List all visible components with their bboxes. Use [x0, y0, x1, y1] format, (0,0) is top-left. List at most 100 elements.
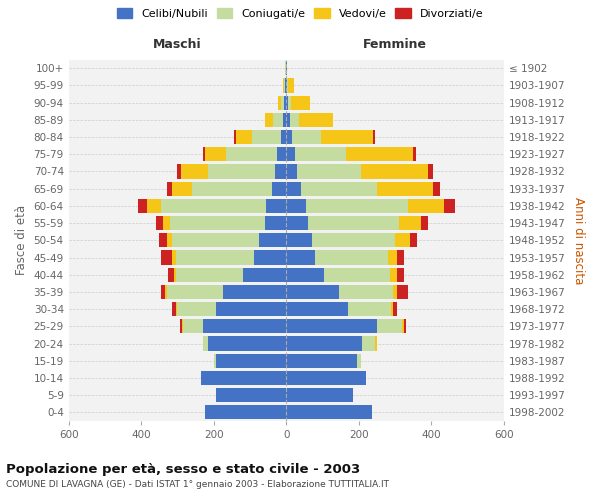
Bar [272, 113, 283, 127]
Bar [174, 268, 176, 282]
Bar [287, 78, 289, 92]
Bar [170, 216, 265, 230]
Bar [292, 96, 310, 110]
Bar [167, 285, 223, 299]
Bar [167, 234, 172, 247]
Bar [284, 96, 286, 110]
Bar [214, 354, 215, 368]
Bar [301, 182, 377, 196]
Bar [397, 285, 408, 299]
Bar [183, 320, 203, 334]
Bar [388, 250, 397, 264]
Bar [203, 320, 286, 334]
Bar [286, 250, 316, 264]
Bar [389, 268, 397, 282]
Bar [321, 130, 373, 144]
Bar [156, 216, 163, 230]
Bar [281, 130, 286, 144]
Bar [325, 268, 389, 282]
Bar [361, 164, 428, 178]
Bar [297, 164, 361, 178]
Bar [403, 320, 404, 334]
Bar [399, 216, 421, 230]
Bar [286, 113, 290, 127]
Bar [394, 285, 397, 299]
Text: COMUNE DI LAVAGNA (GE) - Dati ISTAT 1° gennaio 2003 - Elaborazione TUTTITALIA.IT: COMUNE DI LAVAGNA (GE) - Dati ISTAT 1° g… [6, 480, 389, 489]
Y-axis label: Fasce di età: Fasce di età [15, 206, 28, 276]
Bar [137, 199, 146, 213]
Text: Femmine: Femmine [363, 38, 427, 51]
Bar [286, 182, 301, 196]
Bar [286, 164, 297, 178]
Bar [286, 285, 339, 299]
Bar [203, 147, 205, 162]
Bar [160, 234, 167, 247]
Bar [444, 199, 455, 213]
Bar [286, 406, 371, 419]
Bar [348, 302, 391, 316]
Bar [226, 147, 277, 162]
Bar [421, 216, 428, 230]
Bar [413, 147, 416, 162]
Bar [176, 268, 243, 282]
Bar [266, 199, 286, 213]
Bar [283, 113, 286, 127]
Bar [295, 147, 346, 162]
Bar [286, 234, 311, 247]
Bar [161, 250, 172, 264]
Bar [377, 320, 403, 334]
Bar [180, 320, 182, 334]
Bar [286, 371, 366, 385]
Legend: Celibi/Nubili, Coniugati/e, Vedovi/e, Divorziati/e: Celibi/Nubili, Coniugati/e, Vedovi/e, Di… [117, 8, 483, 19]
Bar [397, 250, 404, 264]
Bar [395, 234, 410, 247]
Bar [176, 250, 254, 264]
Bar [236, 130, 252, 144]
Bar [286, 61, 287, 76]
Bar [172, 250, 176, 264]
Bar [172, 182, 192, 196]
Bar [391, 302, 394, 316]
Bar [339, 285, 394, 299]
Text: Maschi: Maschi [153, 38, 202, 51]
Bar [281, 96, 284, 110]
Bar [161, 199, 266, 213]
Bar [181, 164, 208, 178]
Bar [284, 78, 285, 92]
Bar [178, 302, 215, 316]
Bar [208, 336, 286, 350]
Bar [377, 182, 433, 196]
Bar [215, 302, 286, 316]
Bar [289, 78, 294, 92]
Bar [265, 216, 286, 230]
Bar [311, 234, 395, 247]
Bar [208, 164, 275, 178]
Bar [201, 371, 286, 385]
Bar [286, 268, 325, 282]
Bar [346, 147, 413, 162]
Bar [172, 302, 176, 316]
Bar [285, 78, 286, 92]
Bar [167, 182, 172, 196]
Bar [373, 130, 375, 144]
Bar [205, 406, 286, 419]
Bar [277, 147, 286, 162]
Bar [286, 336, 362, 350]
Bar [205, 147, 226, 162]
Bar [243, 268, 286, 282]
Bar [272, 182, 286, 196]
Bar [289, 96, 292, 110]
Bar [254, 250, 286, 264]
Bar [223, 285, 286, 299]
Bar [192, 182, 272, 196]
Bar [316, 250, 388, 264]
Bar [375, 336, 377, 350]
Bar [433, 182, 440, 196]
Bar [286, 78, 287, 92]
Bar [286, 199, 306, 213]
Bar [404, 320, 406, 334]
Bar [286, 320, 377, 334]
Bar [215, 354, 286, 368]
Bar [299, 113, 334, 127]
Bar [286, 216, 308, 230]
